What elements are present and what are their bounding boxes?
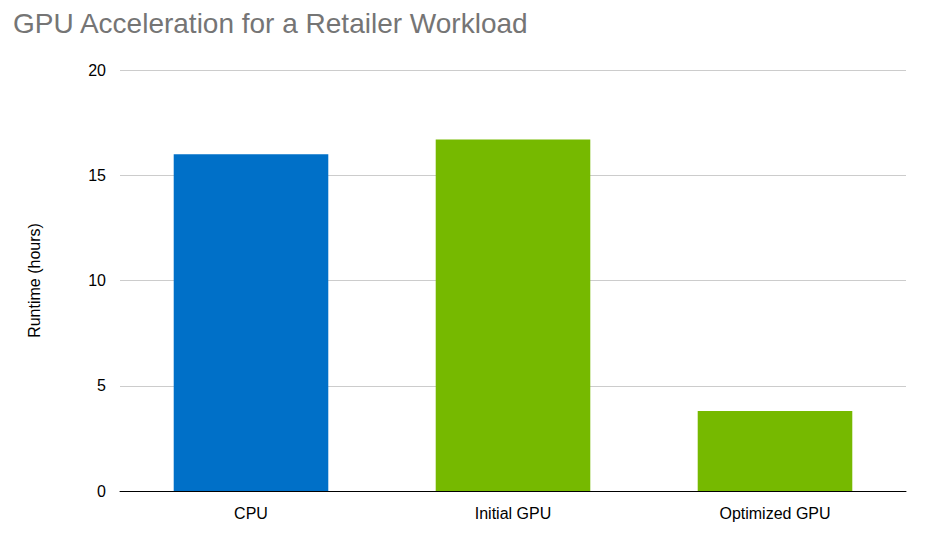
svg-text:Initial GPU: Initial GPU [475, 505, 551, 522]
svg-text:5: 5 [97, 377, 106, 394]
svg-text:20: 20 [88, 62, 106, 79]
svg-text:Optimized GPU: Optimized GPU [719, 505, 830, 522]
svg-text:GPU Acceleration for a Retaile: GPU Acceleration for a Retailer Workload [13, 8, 528, 39]
svg-text:10: 10 [88, 272, 106, 289]
svg-text:CPU: CPU [234, 505, 268, 522]
svg-text:0: 0 [97, 483, 106, 500]
svg-text:Runtime (hours): Runtime (hours) [26, 223, 43, 338]
svg-text:15: 15 [88, 167, 106, 184]
